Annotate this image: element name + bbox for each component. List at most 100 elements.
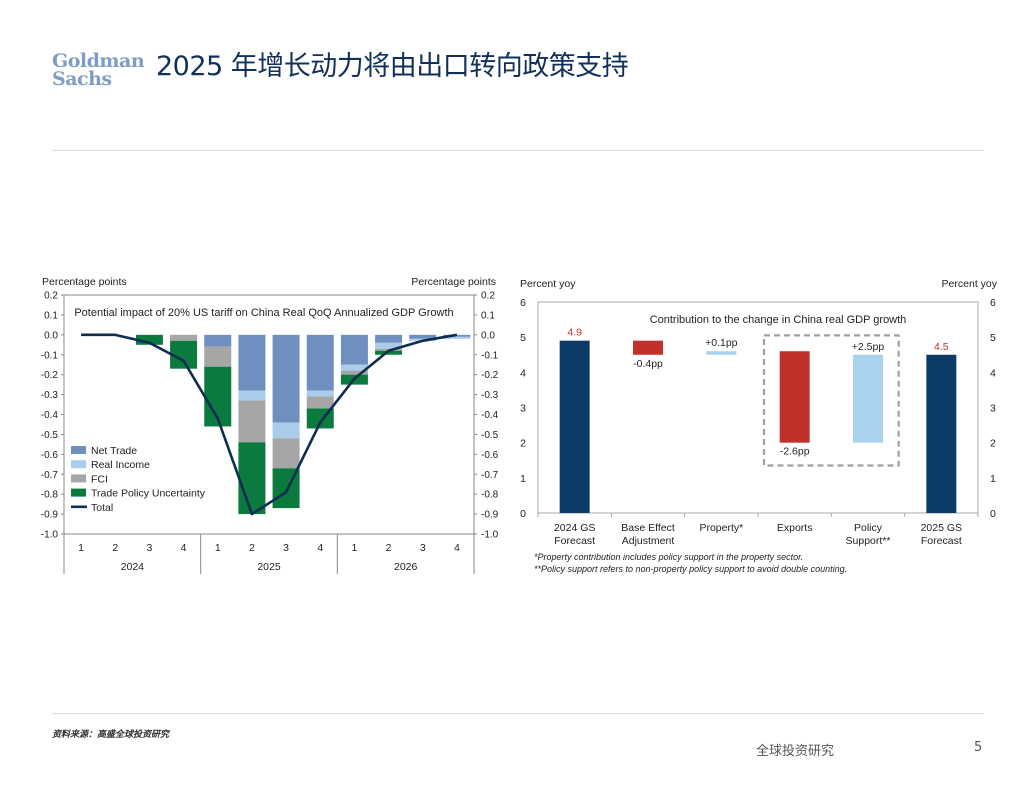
bar-fci — [306, 396, 334, 409]
header-divider — [52, 150, 984, 151]
page-number: 5 — [974, 740, 983, 755]
y-tick-label-left: 3 — [520, 403, 526, 415]
y-tick-label-left: -0.7 — [41, 470, 59, 481]
bar-fci — [204, 346, 232, 367]
legend-label: Net Trade — [91, 445, 137, 457]
bar-real-income — [443, 336, 471, 339]
x-tick-label: Policy — [854, 522, 883, 534]
x-tick-label: 3 — [420, 542, 426, 554]
bar-trade-policy-uncertainty — [135, 334, 163, 345]
page-title: 2025 年增长动力将由出口转向政策支持 — [156, 51, 629, 82]
y-tick-label-right: 0.0 — [481, 330, 495, 341]
x-tick-label: Forecast — [554, 535, 595, 547]
bar-real-income — [340, 364, 368, 371]
bar-trade-policy-uncertainty — [375, 350, 403, 355]
y-tick-label-left: 6 — [520, 297, 526, 309]
y-tick-label-right: -0.1 — [481, 350, 499, 361]
x-tick-label: Base Effect — [621, 522, 675, 534]
tariff-impact-chart: Percentage points Percentage points 0.2 0.2… — [41, 276, 499, 574]
y-tick-label-left: 0 — [520, 508, 526, 520]
y-tick-label-right: 2 — [990, 438, 996, 450]
bar-trade-policy-uncertainty — [238, 442, 266, 515]
total-line — [81, 333, 458, 516]
x-tick-label: Forecast — [921, 535, 962, 547]
y-tick-label-right: 0.1 — [481, 310, 495, 321]
footnote: *Property contribution includes policy s… — [534, 552, 803, 562]
y-axis-title-right: Percentage points — [411, 276, 496, 288]
chart-title: Contribution to the change in China real… — [650, 314, 907, 326]
x-tick-label: 1 — [215, 542, 221, 554]
y-axis-title-right: Percent yoy — [942, 278, 998, 290]
x-tick-label: Property* — [699, 522, 743, 534]
y-tick-label-right: 6 — [990, 297, 996, 309]
y-tick-label-left: -0.1 — [41, 350, 59, 361]
bar-net-trade — [272, 334, 300, 423]
source-note: 资料来源：高盛全球投资研究 — [52, 730, 170, 740]
y-tick-label-right: 0.2 — [481, 291, 495, 302]
legend-label: Real Income — [91, 459, 150, 471]
x-tick-label: 4 — [317, 542, 323, 554]
y-axis-title-left: Percentage points — [42, 276, 127, 288]
x-tick-label: 3 — [146, 542, 152, 554]
legend-label: FCI — [91, 473, 108, 485]
legend-label: Total — [91, 502, 113, 514]
x-group-label: 2026 — [394, 561, 418, 573]
data-label: -0.4pp — [633, 358, 663, 370]
y-tick-label-right: -0.4 — [481, 410, 499, 421]
footer-divider — [52, 713, 984, 714]
x-tick-label: 4 — [454, 542, 460, 554]
bar-net-trade — [238, 334, 266, 391]
x-tick-label: 1 — [78, 542, 84, 554]
highlight-box — [762, 334, 900, 467]
bar-fci — [272, 438, 300, 469]
y-tick-label-left: 2 — [520, 438, 526, 450]
gdp-contribution-waterfall-chart: Percent yoy Percent yoy 6 6 5 5 4 4 3 3 2 2 1 1 0 0 Cont… — [520, 278, 998, 574]
y-tick-label-left: -0.3 — [41, 390, 59, 401]
y-tick-label-left: -0.8 — [41, 490, 59, 501]
x-group-label: 2025 — [257, 561, 281, 573]
x-tick-label: Support** — [846, 535, 891, 547]
bar-real-income — [238, 390, 266, 401]
waterfall-bar — [706, 351, 737, 355]
y-tick-label-right: 3 — [990, 403, 996, 415]
y-tick-label-left: 5 — [520, 332, 526, 344]
x-tick-label: 4 — [181, 542, 187, 554]
footer-brand: 全球投资研究 — [756, 744, 835, 759]
x-tick-label: 1 — [351, 542, 357, 554]
waterfall-bar — [559, 340, 590, 513]
x-group-label: 2024 — [121, 561, 145, 573]
waterfall-bar — [633, 340, 663, 355]
bar-fci — [170, 334, 198, 341]
x-tick-label: 2 — [386, 542, 392, 554]
bar-real-income — [306, 390, 334, 397]
y-tick-label-right: -0.5 — [481, 430, 499, 441]
y-tick-label-right: -0.6 — [481, 450, 499, 461]
y-tick-label-right: -0.3 — [481, 390, 499, 401]
bar-fci — [340, 370, 368, 375]
logo-line-1: Goldman — [52, 50, 145, 72]
y-tick-label-left: 4 — [520, 367, 526, 379]
y-tick-label-left: 0.0 — [44, 330, 58, 341]
legend-swatch — [71, 488, 86, 497]
y-tick-label-left: -0.2 — [41, 370, 59, 381]
footnote: **Policy support refers to non-property … — [534, 564, 847, 574]
y-tick-label-right: 5 — [990, 332, 996, 344]
bar-real-income — [375, 342, 403, 349]
legend-swatch — [71, 460, 86, 469]
y-tick-label-right: -0.9 — [481, 510, 499, 521]
x-tick-label: 2024 GS — [554, 522, 595, 534]
y-tick-label-left: -1.0 — [41, 530, 59, 541]
goldman-sachs-logo: Goldman Sachs — [52, 50, 145, 89]
bar-net-trade — [340, 334, 368, 365]
waterfall-bar — [853, 354, 883, 443]
x-tick-label: 2025 GS — [921, 522, 962, 534]
waterfall-bar — [926, 354, 957, 513]
bar-net-trade — [409, 334, 437, 339]
waterfall-bar — [779, 351, 810, 443]
y-axis-title-left: Percent yoy — [520, 278, 576, 290]
y-tick-label-left: -0.5 — [41, 430, 59, 441]
data-label: -2.6pp — [780, 446, 810, 458]
y-tick-label-right: -0.2 — [481, 370, 499, 381]
y-tick-label-right: -1.0 — [481, 530, 499, 541]
y-tick-label-left: 1 — [520, 473, 526, 485]
